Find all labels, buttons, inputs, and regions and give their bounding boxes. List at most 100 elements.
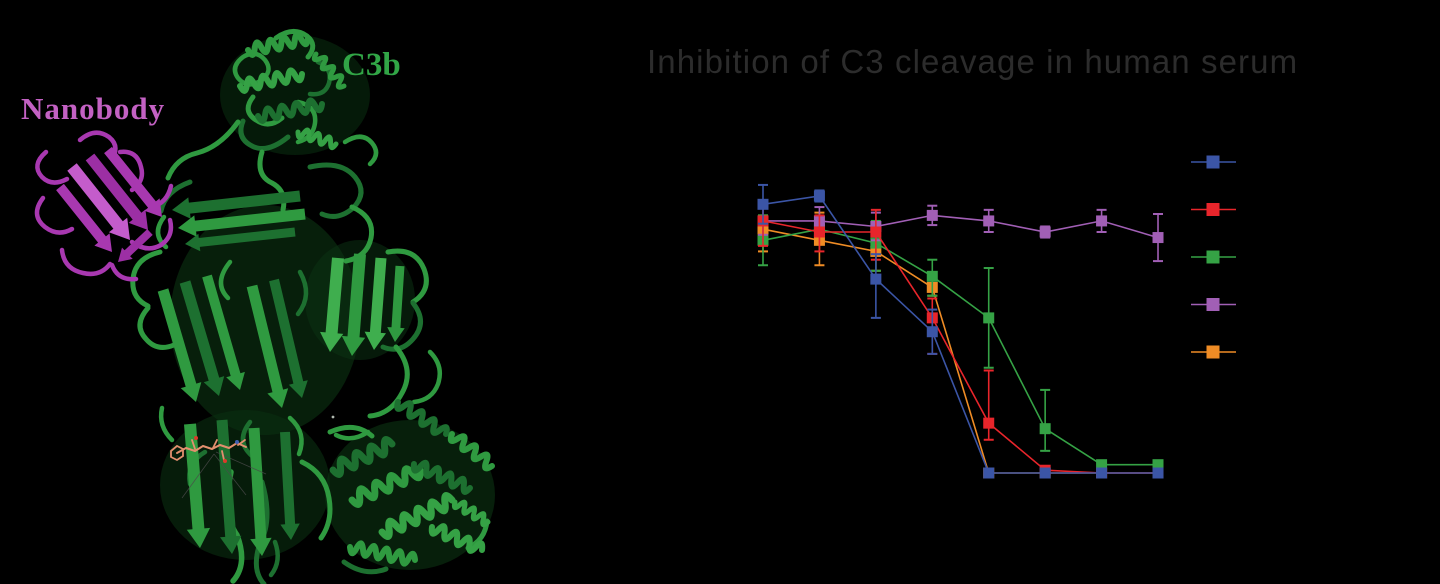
- alpha-helix: [329, 436, 396, 478]
- beta-strand: [157, 288, 202, 402]
- ribbon-loop: [268, 539, 280, 578]
- green-series-marker: [1096, 459, 1108, 471]
- ligand-bond: [221, 450, 225, 461]
- ribbon-loop: [158, 405, 175, 443]
- alpha-helix: [394, 399, 450, 437]
- blue-series-marker: [1096, 467, 1108, 479]
- beta-strand: [320, 257, 344, 352]
- ligand-bond: [237, 439, 246, 446]
- red-series: [757, 206, 1164, 479]
- legend-item-purple-series: [1191, 298, 1236, 311]
- legend-marker-green-series: [1206, 250, 1220, 264]
- legend-marker-orange-series: [1206, 345, 1220, 359]
- legend-item-red-series: [1191, 203, 1236, 216]
- alpha-helix: [428, 523, 486, 554]
- legend-item-green-series: [1191, 250, 1236, 264]
- beta-strand: [172, 190, 301, 219]
- measurement-line: [215, 451, 267, 475]
- purple-series-marker: [926, 209, 938, 221]
- ribbon-loop: [327, 424, 375, 439]
- purple-series-marker: [1039, 226, 1051, 238]
- purple-series-marker: [1152, 232, 1164, 244]
- beta-strand: [179, 280, 225, 396]
- legend-item-blue-series: [1191, 155, 1236, 169]
- blue-series-marker: [870, 273, 882, 285]
- ribbon-loop: [299, 459, 333, 541]
- legend-item-orange-series: [1191, 345, 1236, 359]
- beta-strand: [184, 423, 211, 548]
- red-series-marker: [983, 417, 995, 429]
- beta-strand: [387, 265, 405, 342]
- ligand-bond: [170, 444, 184, 462]
- ribbon-loop: [385, 248, 429, 305]
- ligand-oxygen-atom: [194, 436, 198, 440]
- nanobody-structure: [34, 130, 174, 282]
- ribbon-loop: [341, 559, 389, 575]
- alpha-helix: [378, 492, 456, 540]
- nanobody-strand: [104, 146, 162, 217]
- beta-strand: [280, 431, 300, 540]
- ribbon-loop: [380, 300, 423, 352]
- green-series-marker: [1152, 459, 1164, 471]
- chart-title: Inhibition of C3 cleavage in human serum: [647, 43, 1299, 80]
- red-series-marker: [813, 226, 825, 238]
- blue-series-marker: [757, 198, 769, 210]
- red-series-line: [762, 220, 1158, 474]
- nanobody-loop: [59, 247, 113, 277]
- blue-series-marker: [1152, 467, 1164, 479]
- beta-strand: [269, 278, 308, 398]
- blue-series: [757, 183, 1164, 479]
- ribbon-loop: [245, 94, 285, 127]
- ribbon-loop: [295, 269, 309, 317]
- nanobody-label: Nanobody: [21, 91, 166, 126]
- alpha-helix: [410, 459, 473, 495]
- ribbon-loop: [411, 349, 442, 405]
- purple-series-marker: [1096, 215, 1108, 227]
- ribbon-loop: [342, 134, 379, 167]
- orange-series: [757, 211, 1164, 479]
- beta-strand: [248, 427, 272, 556]
- purple-series-marker: [983, 215, 995, 227]
- green-series-marker: [983, 312, 995, 324]
- ribbon-loop: [165, 119, 241, 181]
- ribbon-loop: [307, 162, 364, 219]
- alpha-helix: [447, 431, 495, 472]
- ligand-oxygen-atom: [223, 459, 227, 463]
- alpha-helix: [237, 67, 305, 94]
- beta-strand: [364, 257, 387, 350]
- alpha-helix: [245, 31, 311, 58]
- red-series-error-bar: [983, 369, 994, 441]
- legend-marker-blue-series: [1206, 155, 1220, 169]
- nanobody-strand: [85, 153, 148, 230]
- red-series-marker: [870, 226, 882, 238]
- purple-series-line: [763, 214, 1159, 239]
- ribbon-loop: [367, 344, 410, 419]
- alpha-helix: [255, 97, 325, 124]
- legend-marker-purple-series: [1206, 298, 1220, 311]
- nanobody-loop: [34, 195, 75, 235]
- ligand-bond: [176, 441, 247, 454]
- legend-marker-red-series: [1206, 203, 1220, 216]
- green-series-marker: [926, 270, 938, 282]
- ribbon-loop: [137, 305, 177, 350]
- beta-strand: [246, 284, 289, 408]
- stray-dot: [331, 415, 335, 419]
- blue-series-line: [762, 195, 1158, 474]
- chart-legend: [1191, 155, 1236, 359]
- ligand-nitrogen-atom: [235, 440, 239, 444]
- ribbon-loop: [238, 118, 291, 151]
- alpha-helix: [451, 499, 491, 528]
- blue-series-marker: [983, 467, 995, 479]
- blue-series-error-bar: [870, 253, 881, 319]
- blue-series-marker: [1039, 467, 1051, 479]
- ribbon-loop: [240, 419, 255, 459]
- nanobody-strand: [56, 183, 112, 252]
- nanobody-strand: [67, 163, 130, 240]
- molecule-ribbon-diagram: [34, 29, 495, 584]
- blue-series-marker: [926, 326, 938, 338]
- c3b-label: C3b: [342, 47, 401, 83]
- green-series: [757, 214, 1164, 471]
- nanobody-loop: [129, 217, 174, 251]
